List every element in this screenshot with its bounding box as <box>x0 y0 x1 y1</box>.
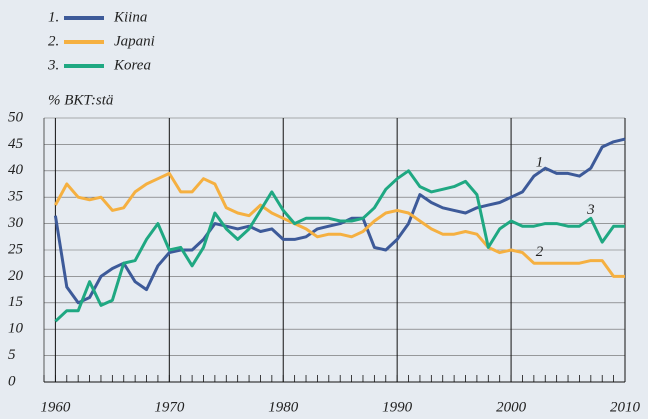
series-line <box>54 171 625 278</box>
series-line <box>53 137 626 305</box>
series-annotation: 3 <box>586 202 595 218</box>
legend-number: 1. <box>48 9 59 25</box>
y-tick-label: 5 <box>8 347 16 363</box>
y-axis-label: % BKT:stä <box>48 92 113 108</box>
legend-number: 2. <box>48 33 59 49</box>
series-line <box>54 169 625 323</box>
y-tick-label: 45 <box>8 136 24 152</box>
y-tick-label: 15 <box>8 294 24 310</box>
y-tick-label: 35 <box>7 189 24 205</box>
x-tick-label: 1990 <box>382 399 413 415</box>
y-tick-label: 10 <box>8 321 24 337</box>
y-tick-label: 25 <box>8 241 24 257</box>
y-tick-label: 50 <box>8 109 24 125</box>
legend-label: Korea <box>113 57 151 73</box>
legend-label: Kiina <box>113 9 147 25</box>
x-tick-label: 2010 <box>610 399 641 415</box>
series-annotation: 1 <box>536 154 544 170</box>
x-tick-label: 1970 <box>154 399 185 415</box>
x-tick-label: 1980 <box>268 399 299 415</box>
y-tick-label: 0 <box>8 373 16 389</box>
y-tick-label: 30 <box>7 215 24 231</box>
x-tick-label: 2000 <box>496 399 527 415</box>
series-annotation: 2 <box>536 244 544 260</box>
legend-label: Japani <box>114 33 155 49</box>
y-tick-label: 20 <box>8 268 24 284</box>
y-tick-label: 40 <box>8 162 24 178</box>
x-tick-label: 1960 <box>40 399 71 415</box>
legend-number: 3. <box>47 57 59 73</box>
